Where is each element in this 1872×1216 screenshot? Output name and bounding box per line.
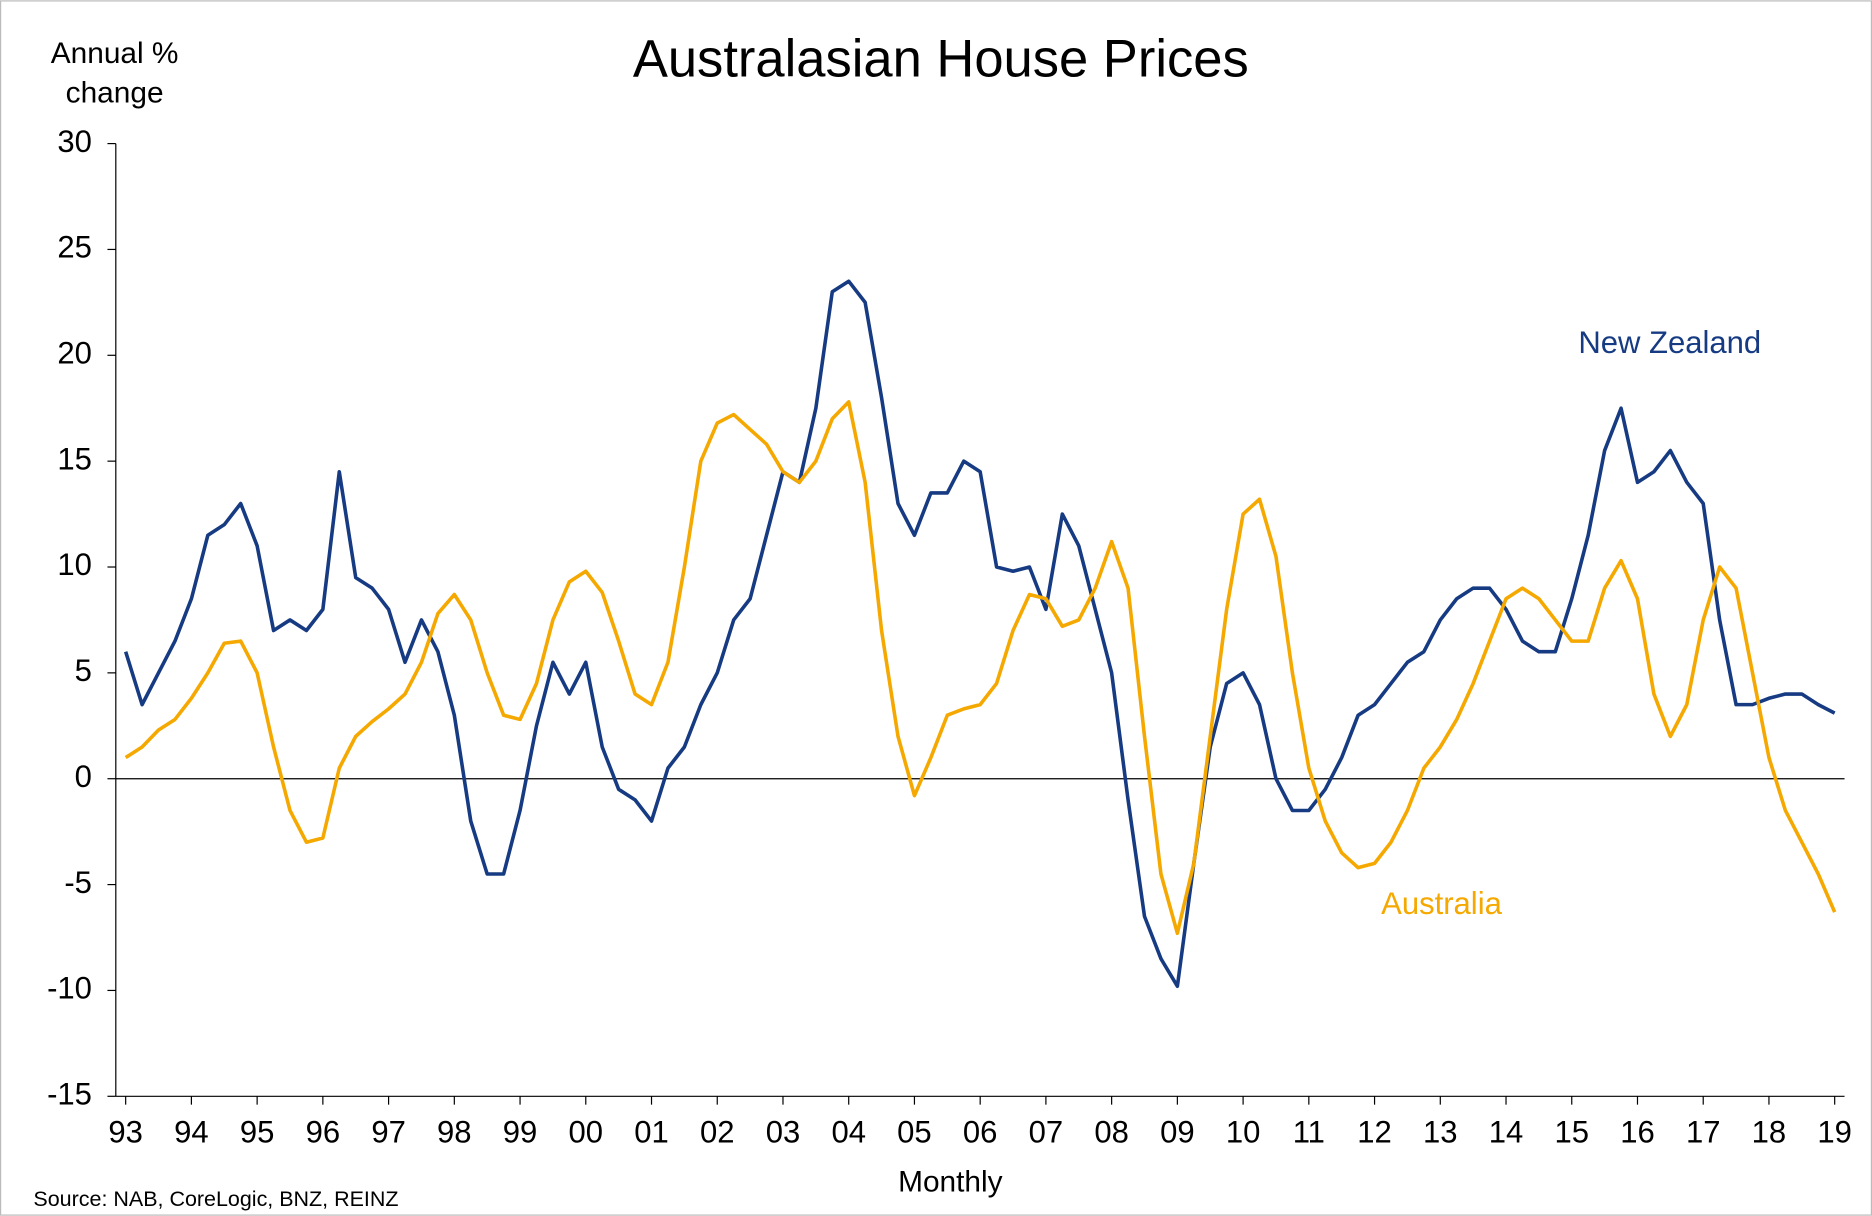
y-tick-label: 20	[57, 335, 92, 370]
x-tick-label: 98	[437, 1115, 472, 1150]
x-tick-label: 19	[1817, 1115, 1852, 1150]
y-tick-label: 5	[75, 653, 92, 688]
x-tick-label: 00	[569, 1115, 604, 1150]
y-tick-label: 30	[57, 124, 92, 159]
y-tick-label: -10	[47, 971, 92, 1006]
x-tick-label: 11	[1293, 1115, 1325, 1150]
x-axis-label: Monthly	[898, 1165, 1003, 1198]
series-line	[124, 400, 1837, 936]
x-tick-label: 93	[108, 1115, 143, 1150]
x-tick-label: 94	[174, 1115, 209, 1150]
series-label: Australia	[1381, 886, 1502, 921]
x-tick-label: 09	[1160, 1115, 1195, 1150]
x-tick-label: 08	[1094, 1115, 1129, 1150]
x-tick-label: 06	[963, 1115, 998, 1150]
x-tick-label: 14	[1489, 1115, 1524, 1150]
chart-title: Australasian House Prices	[633, 29, 1249, 88]
x-tick-label: 96	[306, 1115, 341, 1150]
x-tick-label: 99	[503, 1115, 538, 1150]
y-tick-label: 15	[57, 441, 92, 476]
x-tick-label: 95	[240, 1115, 275, 1150]
y-axis-label: change	[66, 77, 164, 110]
x-tick-label: 97	[371, 1115, 406, 1150]
x-tick-label: 16	[1620, 1115, 1655, 1150]
source-note: Source: NAB, CoreLogic, BNZ, REINZ	[33, 1187, 398, 1211]
y-tick-label: -5	[64, 865, 92, 900]
y-axis-label: Annual %	[51, 37, 179, 70]
x-tick-label: 02	[700, 1115, 735, 1150]
x-tick-label: 17	[1686, 1115, 1721, 1150]
x-tick-label: 13	[1423, 1115, 1458, 1150]
x-tick-label: 05	[897, 1115, 932, 1150]
x-tick-label: 04	[831, 1115, 866, 1150]
series-line	[123, 279, 1836, 988]
x-tick-label: 18	[1752, 1115, 1787, 1150]
x-tick-label: 12	[1357, 1115, 1392, 1150]
x-tick-label: 01	[634, 1115, 669, 1150]
y-tick-label: 0	[75, 759, 92, 794]
y-tick-label: 10	[57, 547, 92, 582]
x-tick-label: 03	[766, 1115, 801, 1150]
series-label: New Zealand	[1578, 325, 1761, 360]
x-tick-label: 10	[1226, 1115, 1261, 1150]
y-tick-label: 25	[57, 230, 92, 265]
x-tick-label: 15	[1554, 1115, 1589, 1150]
y-tick-label: -15	[47, 1076, 92, 1111]
x-tick-label: 07	[1029, 1115, 1064, 1150]
